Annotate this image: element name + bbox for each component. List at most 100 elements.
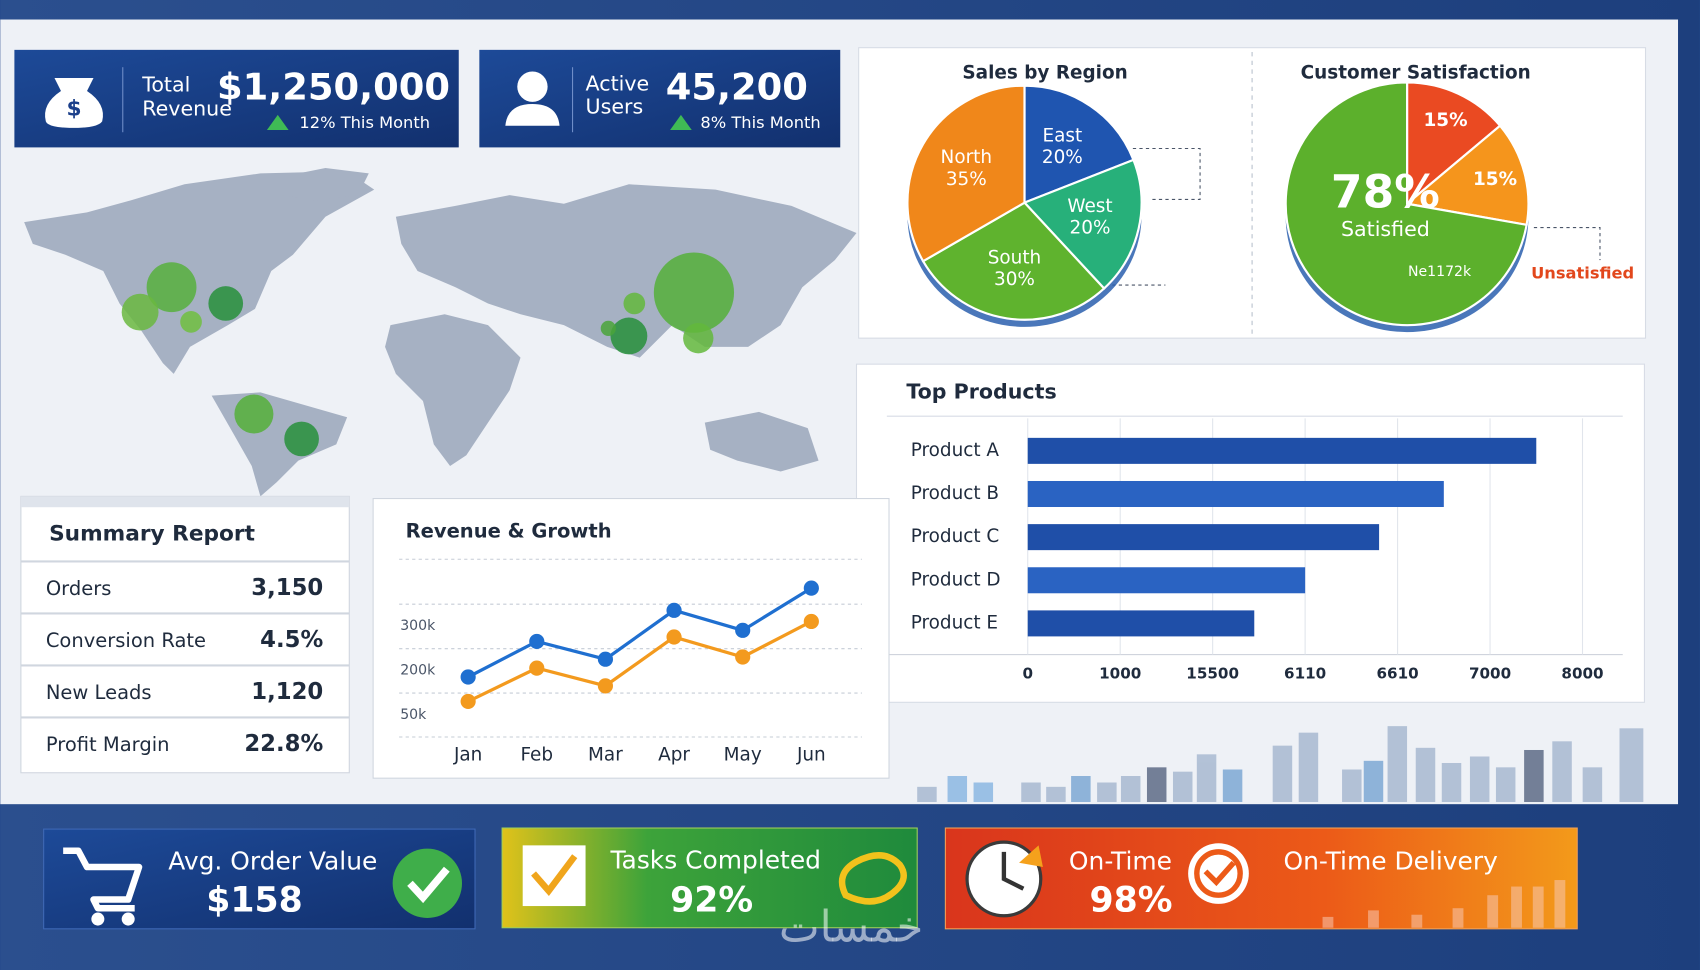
- line-point: [666, 629, 682, 645]
- row-value: 3,150: [251, 575, 323, 601]
- leader-line: [1533, 227, 1601, 261]
- kpi-value: 98%: [1090, 881, 1173, 921]
- clock-icon: [1203, 860, 1236, 887]
- x-tick-label: 6610: [1376, 665, 1418, 683]
- pie-slice: [906, 84, 1026, 263]
- slice-value: 20%: [1042, 147, 1083, 168]
- line-point: [803, 613, 819, 630]
- row-value: 1,120: [251, 679, 323, 705]
- line-point: [803, 580, 819, 596]
- background-bars: [1322, 880, 1566, 928]
- kpi-value: $1,250,000: [217, 65, 450, 108]
- up-arrow: [670, 114, 692, 131]
- pie-slice: [1404, 124, 1530, 227]
- kpi-value: 45,200: [666, 65, 808, 108]
- kpi-label: Total: [141, 73, 190, 97]
- x-tick-label: Mar: [588, 744, 623, 765]
- row-value: 22.8%: [244, 731, 323, 757]
- kpi-label: Users: [586, 94, 644, 118]
- x-tick-label: 1000: [1099, 665, 1141, 683]
- map-bubble: [610, 317, 648, 355]
- slice-value: 78%: [1331, 166, 1440, 219]
- map-bubble: [653, 252, 735, 333]
- x-tick-label: Apr: [658, 744, 690, 765]
- x-tick-label: Jan: [453, 744, 482, 765]
- user-icon: [505, 104, 560, 126]
- world-map: [24, 167, 857, 497]
- user-icon: [517, 71, 548, 102]
- line-point: [735, 622, 751, 638]
- slice-label: North: [941, 147, 992, 168]
- slice-value: 15%: [1473, 169, 1517, 190]
- line-point: [735, 649, 751, 665]
- check-badge: [392, 848, 462, 918]
- money-icon: [45, 78, 103, 128]
- row-value: 4.5%: [260, 627, 323, 653]
- map-bubble: [121, 293, 159, 331]
- row-label: Conversion Rate: [46, 629, 206, 652]
- map-bubble: [600, 320, 616, 336]
- y-tick-label: Product E: [911, 612, 998, 633]
- pie-slice: [1023, 84, 1135, 205]
- task-icon: [531, 854, 578, 897]
- line-point: [460, 669, 476, 685]
- map-bubbles: [121, 252, 735, 457]
- slice-label: West: [1067, 196, 1112, 217]
- up-arrow: [266, 114, 289, 131]
- x-tick-label: May: [724, 744, 762, 765]
- y-tick-label: 50k: [400, 707, 427, 723]
- leader-line: [1132, 147, 1201, 200]
- x-tick-label: 8000: [1561, 665, 1603, 683]
- line-point: [597, 678, 614, 694]
- clock-icon: [1019, 845, 1043, 868]
- panel-title: Summary Report: [49, 521, 255, 546]
- slice-value: 35%: [946, 169, 987, 190]
- cart-icon: [91, 912, 105, 926]
- summary-table: Orders 3,150 Conversion Rate 4.5% New Leads 1…: [20, 560, 350, 757]
- map-bubble: [284, 421, 319, 457]
- kpi-card: [944, 827, 1578, 930]
- kpi-label: Revenue: [142, 96, 232, 120]
- row-label: Orders: [46, 577, 112, 600]
- kpi-value: $158: [206, 881, 303, 921]
- kpi-label: Avg. Order Value: [168, 847, 377, 876]
- line-series: [467, 586, 813, 679]
- check-badge: [407, 866, 450, 904]
- kpi-label: On-Time: [1069, 847, 1172, 876]
- slice-label: Unsatisfied: [1531, 264, 1634, 283]
- kpi-label: Tasks Completed: [609, 846, 821, 875]
- cart-icon: [121, 912, 135, 926]
- clock-icon: [1194, 849, 1243, 898]
- x-tick-label: Feb: [520, 744, 553, 765]
- panel-header-strip: [20, 496, 350, 508]
- chart-title: Revenue & Growth: [406, 520, 612, 543]
- dollar-sign: $: [66, 96, 81, 121]
- map-bubble: [234, 394, 274, 434]
- background-bars: [917, 726, 1644, 803]
- bar: [1027, 567, 1306, 594]
- x-tick-label: 6110: [1284, 665, 1326, 683]
- slice-label: South: [988, 247, 1041, 268]
- slice-label: East: [1042, 125, 1082, 146]
- x-tick-label: 0: [1022, 665, 1033, 683]
- line-series: [467, 620, 813, 703]
- slice-value: 15%: [1424, 110, 1468, 131]
- pie-annotation: Ne1172k: [1408, 264, 1472, 280]
- line-point: [529, 633, 545, 650]
- line-panel: [372, 498, 890, 779]
- line-point: [666, 602, 682, 618]
- line-point: [597, 651, 614, 667]
- y-tick-label: 200k: [400, 662, 436, 678]
- kpi-label: Active: [586, 72, 650, 96]
- y-tick-label: Product B: [911, 483, 999, 504]
- pie-slice: [1405, 81, 1502, 207]
- summary-panel: [20, 495, 350, 774]
- kpi-change: 8% This Month: [700, 113, 820, 132]
- x-tick-label: Jun: [796, 744, 826, 765]
- chart-title: Sales by Region: [962, 63, 1127, 84]
- pie-slice: [1022, 158, 1143, 291]
- y-tick-label: Product C: [911, 526, 1000, 547]
- pie-slice: [921, 201, 1106, 321]
- map-bubble: [208, 286, 244, 321]
